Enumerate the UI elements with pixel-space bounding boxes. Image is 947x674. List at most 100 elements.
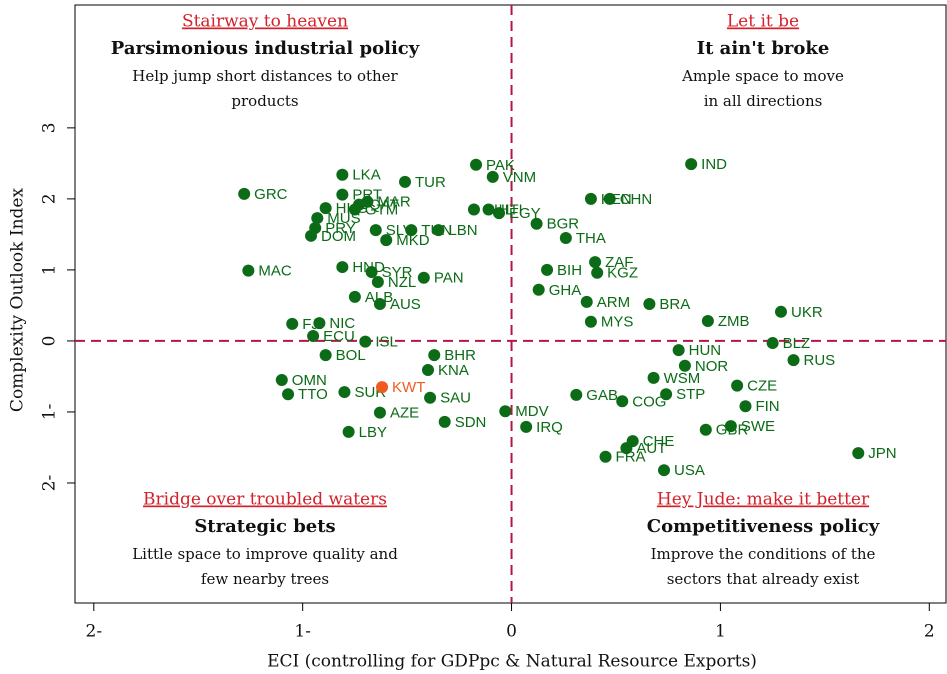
point xyxy=(428,349,441,362)
point xyxy=(787,354,800,367)
point-label: SDN xyxy=(455,414,487,431)
point-label: QAT xyxy=(369,197,399,214)
x-axis-title: ECI (controlling for GDPpc & Natural Res… xyxy=(267,652,757,672)
point-label: ZMB xyxy=(718,313,750,330)
point xyxy=(591,266,604,279)
point xyxy=(338,386,351,399)
point-label: IND xyxy=(701,156,727,173)
quadrant-title: Hey Jude: make it better xyxy=(657,490,870,510)
point xyxy=(599,450,612,463)
point xyxy=(282,388,295,401)
point xyxy=(541,263,554,276)
point-label: KNA xyxy=(438,362,469,379)
point-label: ECU xyxy=(323,328,355,345)
point xyxy=(305,229,318,242)
point xyxy=(724,420,737,433)
point xyxy=(348,203,361,216)
point-label: VNM xyxy=(503,169,536,186)
point xyxy=(275,373,288,386)
point-label: ARM xyxy=(597,294,630,311)
quadrant-heading: Parsimonious industrial policy xyxy=(111,38,420,59)
y-tick-label: 0 xyxy=(40,336,60,347)
point-label: USA xyxy=(674,462,705,479)
point-label: BGR xyxy=(547,216,580,233)
point-label: ISL xyxy=(375,334,398,351)
point xyxy=(493,207,506,220)
point-label: GHA xyxy=(549,282,582,299)
point-label: KWT xyxy=(392,379,425,396)
quadrant-text: Ample space to move xyxy=(681,67,844,85)
point xyxy=(699,423,712,436)
point xyxy=(365,266,378,279)
point xyxy=(731,379,744,392)
point xyxy=(520,420,533,433)
point-label: SAU xyxy=(440,390,471,407)
point-label: STP xyxy=(676,386,705,403)
point-label: TTO xyxy=(298,386,328,403)
y-tick-label: 3 xyxy=(40,122,60,133)
point xyxy=(376,381,389,394)
point xyxy=(336,188,349,201)
point xyxy=(486,170,499,183)
point-label: GRC xyxy=(254,186,288,203)
point-label: BHR xyxy=(444,347,476,364)
point xyxy=(405,224,418,237)
point xyxy=(421,364,434,377)
point-label: SWE xyxy=(741,418,775,435)
quadrant-text: Help jump short distances to other xyxy=(132,67,398,85)
point-label: THA xyxy=(576,230,606,247)
point xyxy=(313,317,326,330)
point-label: NOR xyxy=(695,358,729,375)
point-label: SYR xyxy=(382,264,413,281)
point xyxy=(701,315,714,328)
point-label: PRY xyxy=(325,220,356,237)
point xyxy=(603,192,616,205)
point-label: BRA xyxy=(659,296,690,313)
point-label: GAB xyxy=(586,387,618,404)
point-label: LBY xyxy=(359,424,387,441)
point xyxy=(499,405,512,418)
point xyxy=(766,337,779,350)
point xyxy=(584,192,597,205)
point xyxy=(660,388,673,401)
point-label: NIC xyxy=(329,315,355,332)
point xyxy=(238,187,251,200)
x-tick-label: 2- xyxy=(86,622,103,642)
point-label: BOL xyxy=(336,347,366,364)
point xyxy=(417,271,430,284)
point-label: MYS xyxy=(601,314,634,331)
quadrant-text: products xyxy=(231,92,298,110)
y-tick-label: 1- xyxy=(40,404,60,421)
plot-frame xyxy=(74,4,947,604)
x-tick-label: 1- xyxy=(294,622,311,642)
point-label: PAN xyxy=(434,270,464,287)
point-label: KGZ xyxy=(607,265,638,282)
quadrant-heading: It ain't broke xyxy=(697,38,830,59)
y-axis-title: Complexity Outlook Index xyxy=(8,188,28,413)
quadrant-title: Bridge over troubled waters xyxy=(143,490,387,510)
point-label: AUS xyxy=(390,296,421,313)
point xyxy=(307,329,320,342)
point-label: MAC xyxy=(258,263,292,280)
point xyxy=(589,256,602,269)
point xyxy=(672,344,685,357)
point xyxy=(532,283,545,296)
point xyxy=(432,224,445,237)
point xyxy=(616,395,629,408)
point-label: UKR xyxy=(791,304,823,321)
point xyxy=(647,371,660,384)
point xyxy=(658,464,671,477)
point-label: EGY xyxy=(509,205,541,222)
point xyxy=(373,406,386,419)
point-label: JPN xyxy=(868,445,896,462)
point xyxy=(470,158,483,171)
point xyxy=(570,388,583,401)
point-label: BIH xyxy=(557,262,582,279)
quadrant-text: few nearby trees xyxy=(201,570,329,588)
point xyxy=(361,195,374,208)
point-label: TUR xyxy=(415,174,446,191)
point xyxy=(584,315,597,328)
point xyxy=(373,298,386,310)
point xyxy=(319,202,332,215)
